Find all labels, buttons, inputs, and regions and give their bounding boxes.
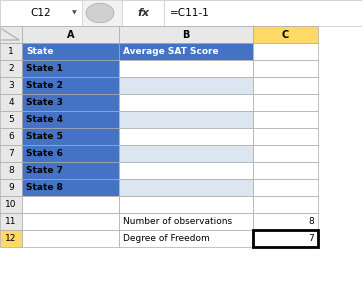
Text: 4: 4 xyxy=(8,98,14,107)
Bar xyxy=(22,179,119,196)
Bar xyxy=(253,128,318,145)
Text: B: B xyxy=(182,30,190,39)
Bar xyxy=(119,77,253,94)
Ellipse shape xyxy=(86,3,114,23)
Bar xyxy=(253,145,318,162)
Bar xyxy=(253,213,318,230)
Bar xyxy=(0,0,82,26)
Bar xyxy=(22,26,119,43)
Text: Degree of Freedom: Degree of Freedom xyxy=(123,234,210,243)
Bar xyxy=(22,77,119,94)
Text: State 1: State 1 xyxy=(26,64,63,73)
Bar xyxy=(22,162,119,179)
Bar xyxy=(0,145,22,162)
Text: 9: 9 xyxy=(8,183,14,192)
Text: State 8: State 8 xyxy=(26,183,63,192)
Bar xyxy=(119,26,253,43)
Text: State: State xyxy=(26,47,54,56)
Bar xyxy=(0,162,22,179)
Text: 6: 6 xyxy=(8,132,14,141)
Bar xyxy=(22,128,119,145)
Text: 8: 8 xyxy=(8,166,14,175)
Bar xyxy=(22,196,119,213)
Bar xyxy=(0,26,22,43)
Text: State 4: State 4 xyxy=(26,115,63,124)
Text: A: A xyxy=(67,30,74,39)
Bar xyxy=(119,213,253,230)
Bar xyxy=(253,43,318,60)
Text: 8: 8 xyxy=(308,217,314,226)
Bar xyxy=(119,111,253,128)
Bar xyxy=(22,230,119,247)
Bar xyxy=(119,196,253,213)
Bar xyxy=(119,128,253,145)
Bar xyxy=(253,230,318,247)
Bar xyxy=(0,77,22,94)
Text: 5: 5 xyxy=(8,115,14,124)
Bar xyxy=(0,196,22,213)
Text: 3: 3 xyxy=(8,81,14,90)
Bar xyxy=(253,77,318,94)
Text: 12: 12 xyxy=(5,234,17,243)
Bar xyxy=(253,26,318,43)
Text: C: C xyxy=(282,30,289,39)
Bar xyxy=(253,60,318,77)
Bar xyxy=(253,162,318,179)
Bar xyxy=(0,179,22,196)
Bar xyxy=(0,94,22,111)
Bar xyxy=(0,230,22,247)
Bar xyxy=(22,111,119,128)
Bar xyxy=(0,43,22,60)
Bar xyxy=(253,94,318,111)
Bar xyxy=(253,196,318,213)
Text: State 5: State 5 xyxy=(26,132,63,141)
Bar xyxy=(119,162,253,179)
Bar xyxy=(253,179,318,196)
Bar xyxy=(0,128,22,145)
Text: 1: 1 xyxy=(8,47,14,56)
Bar xyxy=(253,230,318,247)
Text: fx: fx xyxy=(137,8,149,18)
Bar xyxy=(119,94,253,111)
Text: Average SAT Score: Average SAT Score xyxy=(123,47,219,56)
Text: 10: 10 xyxy=(5,200,17,209)
Bar xyxy=(22,43,119,60)
Bar xyxy=(22,94,119,111)
Bar xyxy=(0,213,22,230)
Text: 2: 2 xyxy=(8,64,14,73)
Text: C12: C12 xyxy=(31,8,51,18)
Bar xyxy=(119,179,253,196)
Bar xyxy=(0,60,22,77)
Text: Number of observations: Number of observations xyxy=(123,217,232,226)
Bar xyxy=(253,111,318,128)
Bar xyxy=(22,145,119,162)
Bar xyxy=(164,0,362,26)
Text: ▼: ▼ xyxy=(72,10,76,15)
Text: 11: 11 xyxy=(5,217,17,226)
Bar xyxy=(119,43,253,60)
Text: State 6: State 6 xyxy=(26,149,63,158)
Text: =C11-1: =C11-1 xyxy=(170,8,210,18)
Bar xyxy=(22,60,119,77)
Bar xyxy=(119,60,253,77)
Text: 7: 7 xyxy=(8,149,14,158)
Bar xyxy=(0,0,362,26)
Text: 7: 7 xyxy=(308,234,314,243)
Text: State 3: State 3 xyxy=(26,98,63,107)
Text: State 2: State 2 xyxy=(26,81,63,90)
Bar xyxy=(119,145,253,162)
Bar xyxy=(119,230,253,247)
Bar xyxy=(0,111,22,128)
Text: State 7: State 7 xyxy=(26,166,63,175)
Bar xyxy=(22,213,119,230)
Bar xyxy=(122,0,164,26)
